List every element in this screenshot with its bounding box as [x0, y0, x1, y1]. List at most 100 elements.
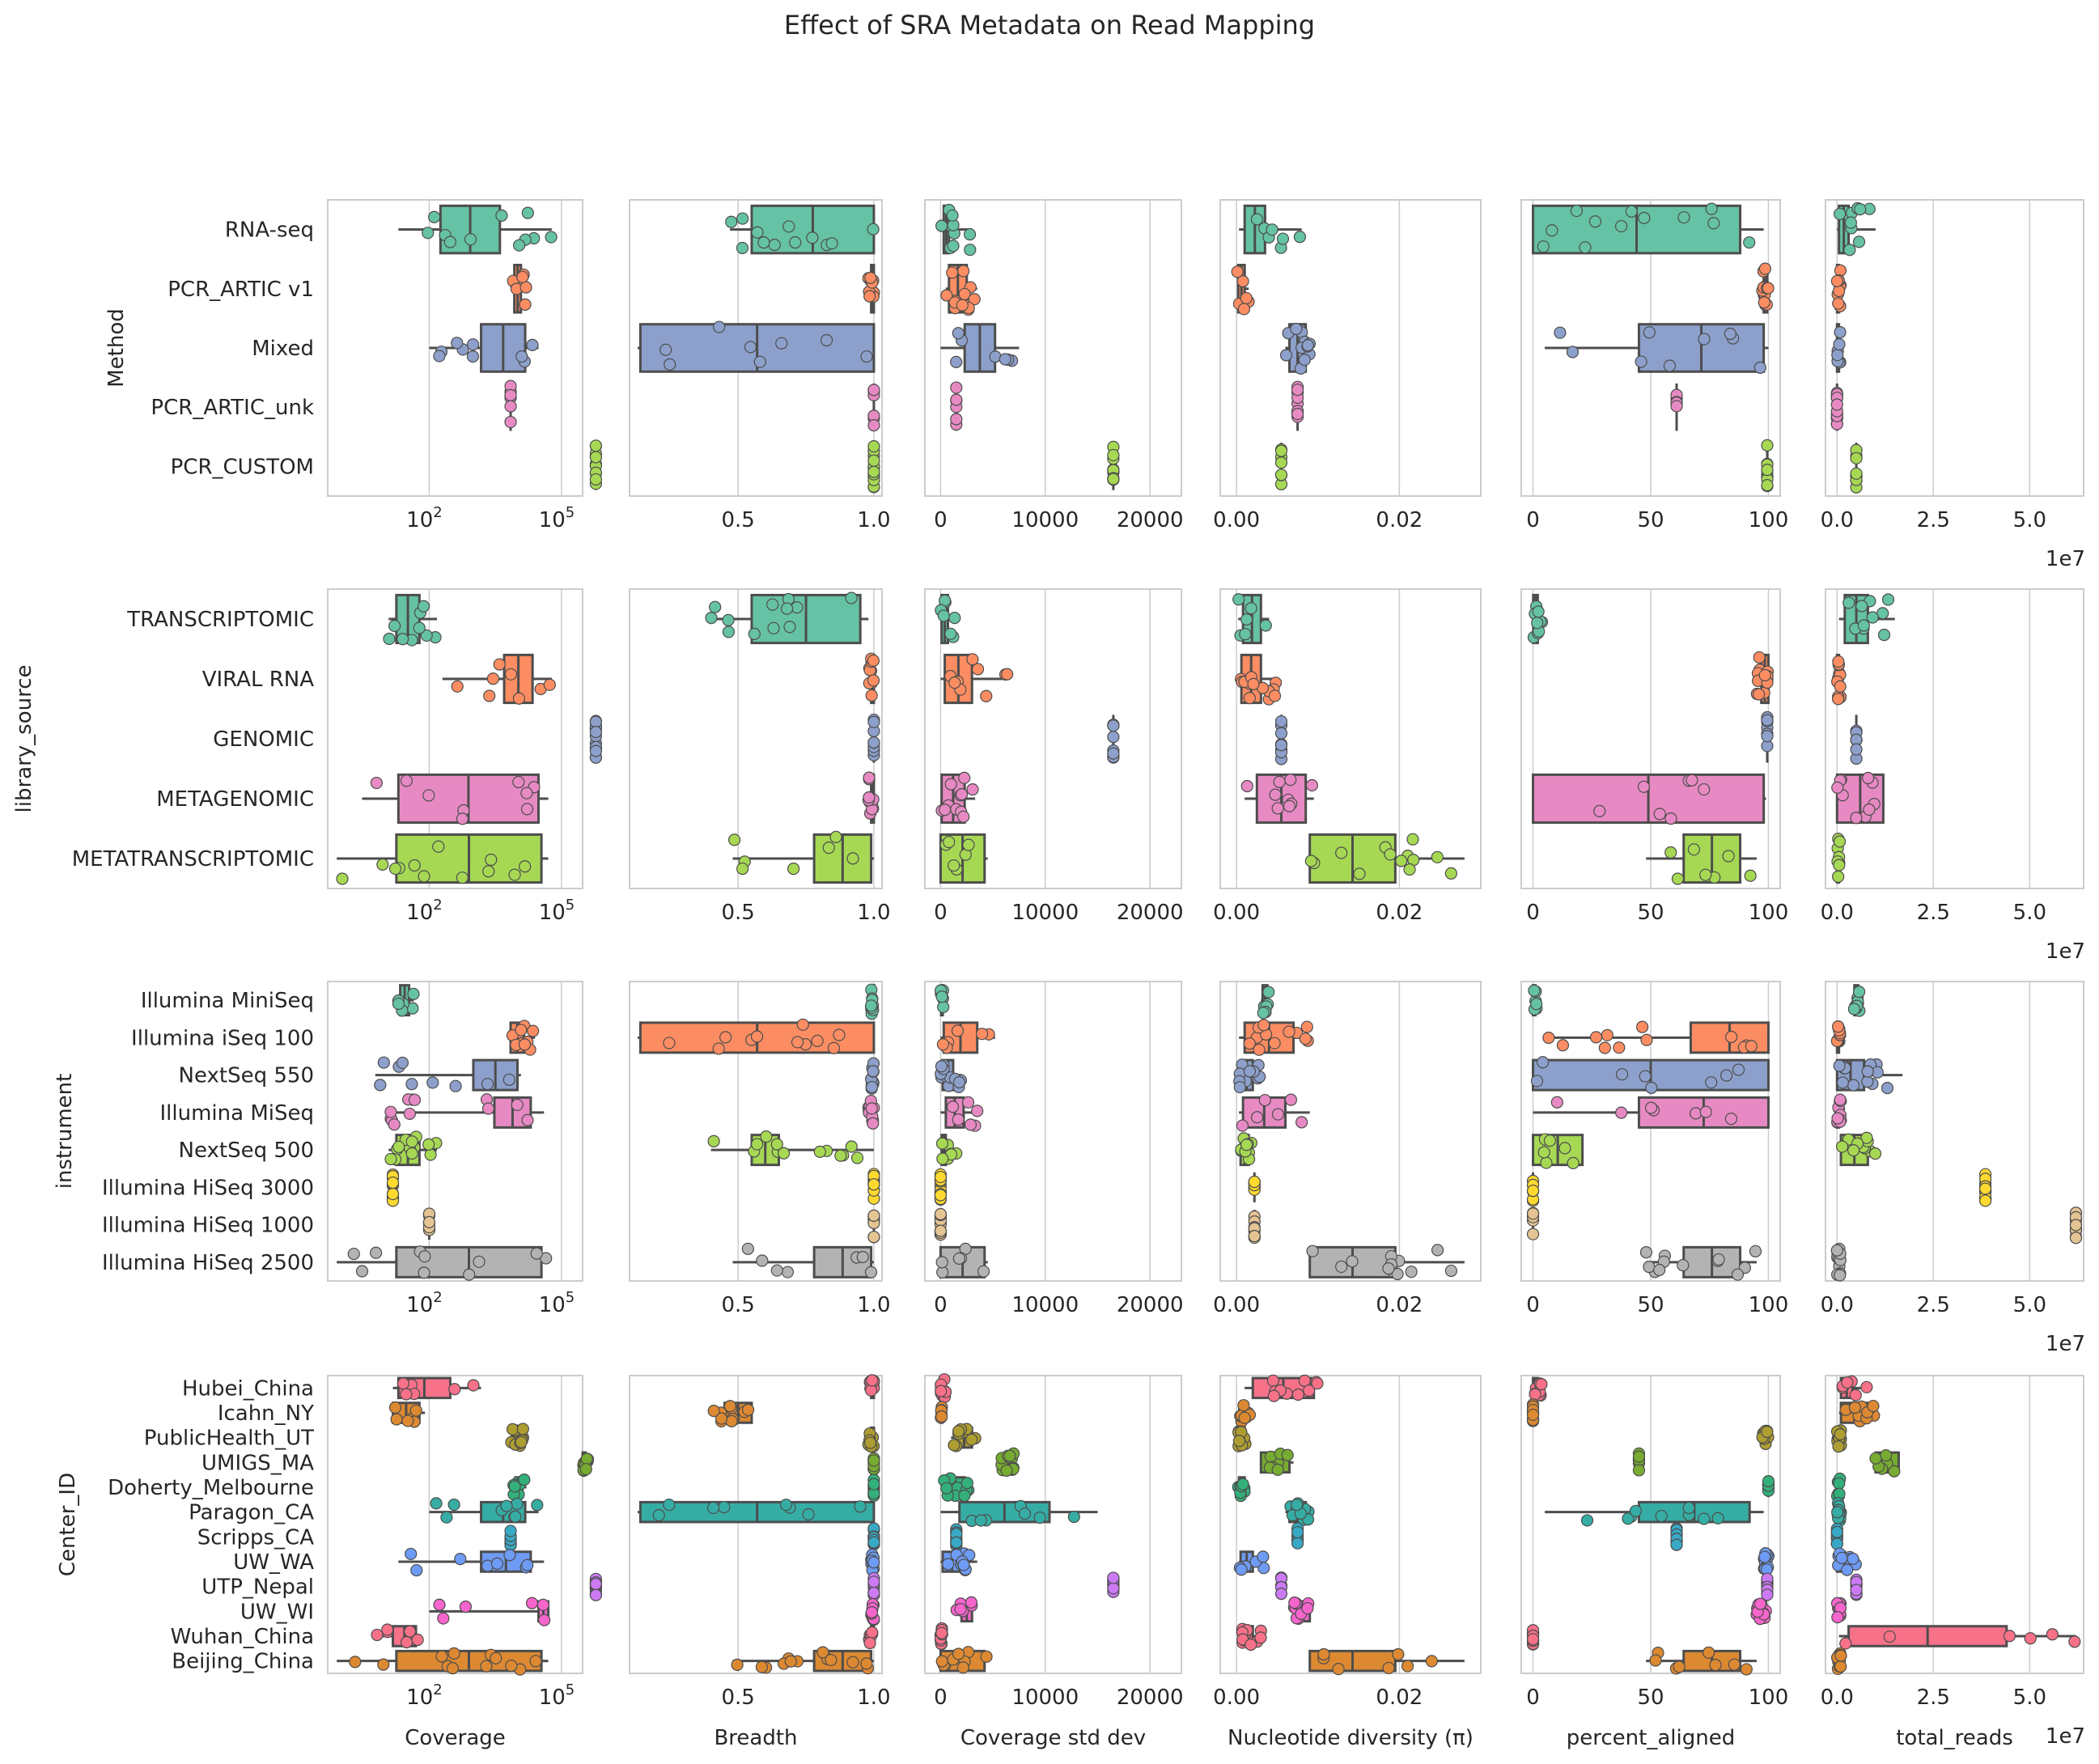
- data-point: [1284, 774, 1297, 787]
- data-point: [827, 1041, 841, 1054]
- x-tick-label: 0.5: [722, 1686, 755, 1710]
- data-point: [1558, 1142, 1571, 1155]
- data-point: [1274, 1588, 1288, 1601]
- data-point: [447, 1498, 460, 1512]
- data-point: [952, 1252, 965, 1265]
- data-point: [767, 621, 780, 634]
- data-point: [1724, 327, 1736, 341]
- data-point: [782, 220, 795, 233]
- data-point: [1233, 1080, 1246, 1094]
- data-point: [712, 1042, 725, 1055]
- data-point: [454, 1553, 467, 1566]
- data-point: [1761, 464, 1774, 477]
- data-point: [845, 1140, 858, 1153]
- y-tick-label: TRANSCRIPTOMIC: [126, 608, 314, 632]
- data-point: [526, 338, 539, 351]
- data-point: [1850, 452, 1863, 464]
- data-point: [971, 1105, 984, 1117]
- data-point: [1615, 1106, 1628, 1119]
- data-point: [863, 1636, 876, 1650]
- data-point: [495, 209, 508, 222]
- data-point: [939, 804, 952, 816]
- data-point: [766, 598, 779, 611]
- x-tick-label: 2.5: [1917, 901, 1950, 925]
- data-point: [1883, 1630, 1896, 1643]
- data-point: [1724, 1113, 1738, 1126]
- data-point: [1107, 448, 1120, 462]
- data-point: [1682, 1501, 1695, 1515]
- data-point: [527, 1024, 540, 1037]
- data-point: [390, 1413, 403, 1426]
- y-tick-label: Icahn_NY: [218, 1401, 314, 1426]
- data-point: [1589, 1031, 1603, 1044]
- data-point: [1067, 1510, 1080, 1524]
- data-point: [1670, 400, 1683, 413]
- data-point: [467, 1379, 480, 1392]
- data-point: [1978, 1182, 1992, 1195]
- data-point: [999, 353, 1011, 366]
- data-point: [946, 1100, 960, 1113]
- data-point: [834, 1149, 847, 1162]
- data-point: [1860, 1380, 1873, 1393]
- y-tick-label: UMIGS_MA: [201, 1451, 314, 1475]
- y-tick-label: Illumina MiniSeq: [141, 989, 314, 1013]
- x-offset-label: 1e7: [2046, 939, 2085, 964]
- data-point: [520, 787, 533, 799]
- data-point: [976, 1028, 989, 1041]
- data-point: [1850, 1584, 1863, 1597]
- data-point: [512, 775, 525, 789]
- panel: [1520, 199, 1781, 497]
- data-point: [1712, 1253, 1725, 1266]
- x-tick-label: 2.5: [1917, 1686, 1950, 1710]
- data-point: [1653, 808, 1666, 821]
- data-point: [663, 1037, 676, 1049]
- data-point: [966, 783, 979, 796]
- data-point: [403, 1107, 416, 1121]
- data-point: [1303, 1384, 1316, 1397]
- x-tick-label: 50: [1637, 1293, 1664, 1317]
- data-point: [396, 1056, 409, 1070]
- data-point: [1705, 202, 1718, 215]
- data-point: [464, 233, 477, 246]
- data-point: [449, 1079, 462, 1092]
- data-point: [451, 680, 464, 693]
- data-point: [946, 266, 959, 279]
- data-point: [935, 1060, 948, 1073]
- data-point: [1643, 1261, 1656, 1274]
- data-point: [813, 1145, 826, 1158]
- data-point: [1550, 1096, 1563, 1109]
- data-point: [482, 865, 495, 878]
- data-point: [706, 1501, 720, 1515]
- data-point: [1847, 1144, 1860, 1157]
- data-point: [1853, 986, 1866, 999]
- data-point: [1850, 812, 1863, 825]
- data-point: [481, 1102, 495, 1115]
- data-point: [1649, 1654, 1662, 1667]
- x-tick-label: 0: [934, 508, 948, 532]
- data-point: [377, 1658, 390, 1671]
- data-point: [1645, 1081, 1658, 1095]
- data-point: [1663, 359, 1677, 372]
- data-point: [516, 270, 529, 283]
- x-tick-label: 0: [1526, 1686, 1540, 1710]
- data-point: [1862, 771, 1875, 785]
- data-point: [1311, 1377, 1324, 1390]
- data-point: [940, 289, 953, 302]
- data-point: [1391, 1267, 1404, 1281]
- data-point: [1832, 1440, 1845, 1453]
- panel: [327, 588, 603, 889]
- data-point: [1240, 779, 1253, 793]
- data-point: [1861, 1065, 1874, 1078]
- data-point: [722, 625, 736, 638]
- data-point: [1711, 1512, 1724, 1524]
- x-tick-label: 50: [1637, 901, 1664, 925]
- data-point: [1632, 1450, 1646, 1463]
- data-point: [466, 350, 480, 363]
- y-tick-label: Doherty_Melbourne: [108, 1476, 314, 1500]
- data-point: [1245, 602, 1257, 615]
- data-point: [545, 231, 558, 244]
- data-point: [1304, 854, 1317, 867]
- data-point: [822, 842, 835, 854]
- x-tick-label: 50: [1637, 508, 1664, 532]
